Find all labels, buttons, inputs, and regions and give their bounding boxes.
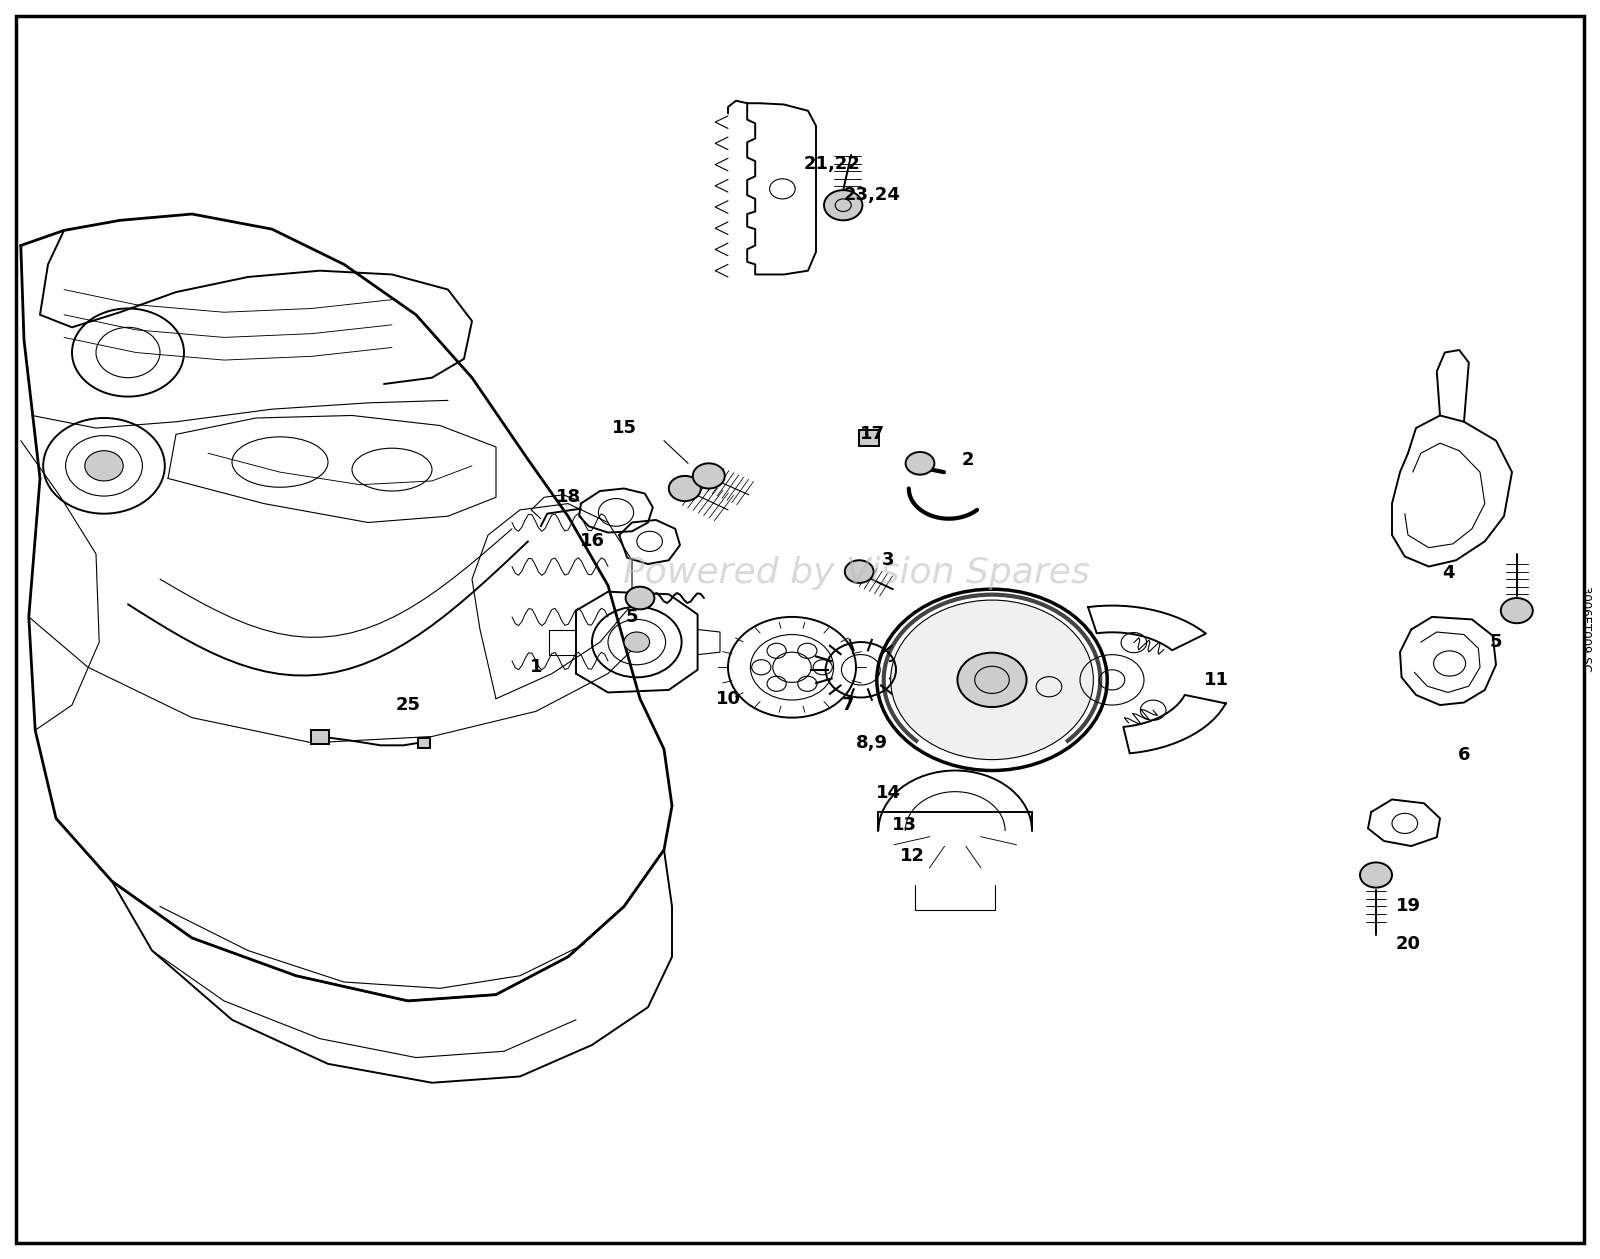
Text: 4: 4 bbox=[1442, 564, 1454, 582]
Text: 21,22: 21,22 bbox=[803, 155, 861, 172]
Ellipse shape bbox=[974, 666, 1010, 694]
Text: 12: 12 bbox=[899, 847, 925, 865]
Text: 3006ET009 SC: 3006ET009 SC bbox=[1579, 585, 1592, 672]
Text: 10: 10 bbox=[715, 690, 741, 708]
Text: 14: 14 bbox=[875, 784, 901, 802]
Text: 23,24: 23,24 bbox=[843, 186, 901, 204]
Ellipse shape bbox=[957, 652, 1027, 708]
Ellipse shape bbox=[624, 632, 650, 652]
Text: 6: 6 bbox=[1458, 747, 1470, 764]
Ellipse shape bbox=[1360, 862, 1392, 888]
Text: 7: 7 bbox=[842, 696, 854, 714]
Text: 16: 16 bbox=[579, 533, 605, 550]
Text: 25: 25 bbox=[395, 696, 421, 714]
Text: 11: 11 bbox=[1203, 671, 1229, 689]
Text: Powered by Vision Spares: Powered by Vision Spares bbox=[622, 555, 1090, 590]
Text: 1: 1 bbox=[530, 658, 542, 676]
Text: 17: 17 bbox=[859, 426, 885, 443]
Ellipse shape bbox=[824, 190, 862, 220]
Bar bbox=[418, 738, 430, 748]
Bar bbox=[310, 729, 330, 744]
Ellipse shape bbox=[845, 560, 874, 583]
Text: 5: 5 bbox=[1490, 633, 1502, 651]
Ellipse shape bbox=[906, 452, 934, 475]
Text: 20: 20 bbox=[1395, 935, 1421, 953]
Ellipse shape bbox=[1501, 598, 1533, 623]
Ellipse shape bbox=[669, 476, 701, 501]
Text: 13: 13 bbox=[891, 816, 917, 833]
Ellipse shape bbox=[626, 587, 654, 609]
Text: 8,9: 8,9 bbox=[856, 734, 888, 752]
Ellipse shape bbox=[85, 451, 123, 481]
Ellipse shape bbox=[693, 463, 725, 488]
Text: 2: 2 bbox=[962, 451, 974, 468]
Ellipse shape bbox=[891, 601, 1093, 759]
Text: 3: 3 bbox=[882, 551, 894, 569]
Text: 18: 18 bbox=[555, 488, 581, 506]
Text: 15: 15 bbox=[611, 419, 637, 437]
Text: 5: 5 bbox=[626, 608, 638, 626]
Text: 19: 19 bbox=[1395, 898, 1421, 915]
Bar bbox=[859, 431, 878, 446]
